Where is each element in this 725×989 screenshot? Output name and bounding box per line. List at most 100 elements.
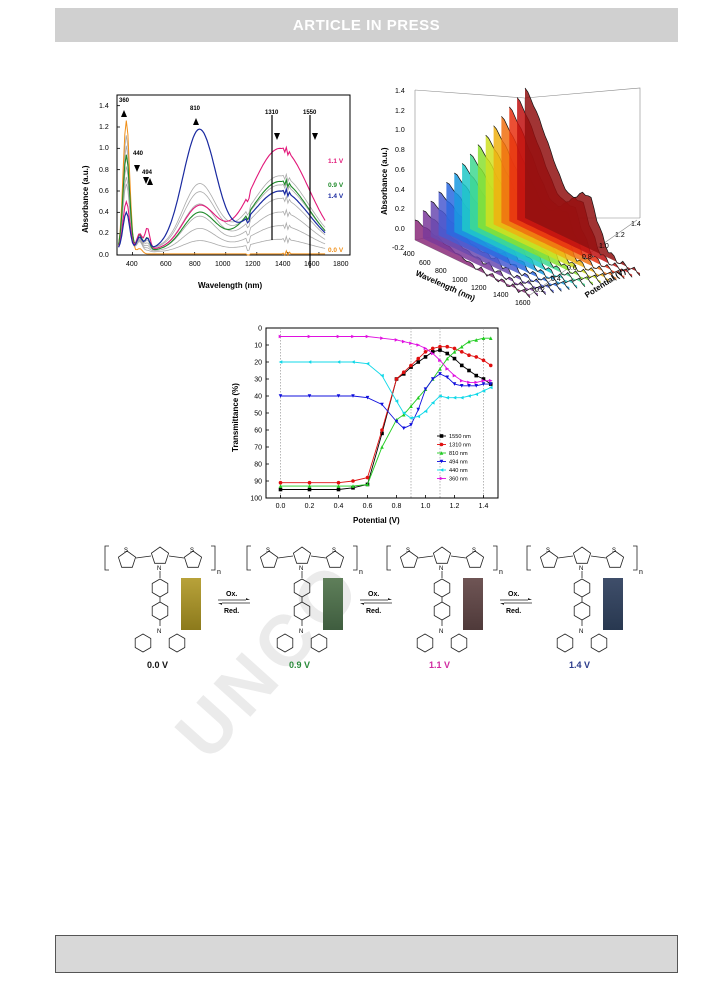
subscript-n: n: [639, 569, 643, 576]
z-tick-0-6: 0.6: [395, 167, 405, 174]
legend-label: 494 nm: [449, 460, 468, 466]
data-point: [409, 416, 413, 420]
data-point: [474, 373, 479, 378]
data-point: [351, 394, 355, 398]
atom-n: N: [299, 629, 303, 635]
y-tick-0-6: 0.6: [99, 188, 109, 195]
benzene-ring: [293, 578, 311, 598]
data-point: [278, 487, 283, 492]
data-point: [416, 343, 421, 347]
x-tick-1000: 1000: [215, 261, 231, 268]
series-360-nm: [278, 334, 493, 385]
benzene-ring: [590, 633, 608, 653]
y-tick-label: 30: [254, 377, 262, 384]
five-membered-ring: [150, 546, 170, 564]
peak-label-494: 494: [142, 170, 153, 176]
ox-red-arrow-1: Ox. Red.: [360, 591, 392, 615]
atom-n: N: [299, 566, 303, 572]
x-tick-label: 0.4: [334, 503, 344, 510]
five-membered-ring: [539, 550, 559, 568]
arrow-down-440: [134, 165, 140, 172]
redox-scheme: n S S N N 0.0 V n S S N N 0.9 V n S S N N 1.1 V n S S N N 1.4 V…: [95, 538, 655, 678]
data-point: [278, 480, 283, 485]
atom-n: N: [157, 566, 161, 572]
y-tick-label: 20: [254, 360, 262, 367]
peak-label-360: 360: [119, 98, 130, 104]
data-point: [351, 479, 355, 483]
pot-tick-1-2: 1.2: [615, 232, 625, 239]
left-bracket: [526, 545, 531, 571]
legend-item: 1310 nm: [437, 442, 471, 449]
data-point: [467, 384, 471, 388]
data-point: [380, 431, 384, 436]
x-tick-label: 1.2: [450, 503, 460, 510]
data-point: [481, 358, 486, 363]
data-point: [394, 377, 399, 381]
y-tick-1-0: 1.0: [99, 145, 109, 152]
x-axis-ticks: 0.0 0.2 0.4 0.6 0.8 1.0 1.2 1.4: [276, 495, 488, 510]
arrow-down-1310: [274, 133, 280, 140]
data-point: [423, 350, 428, 354]
figure-b-3d-spectroelectrochemistry: 1.4 1.2 1.0 0.8 0.6 0.4 0.2 0.0 -0.2 400…: [380, 87, 641, 307]
data-point: [445, 356, 450, 361]
peak-label-810: 810: [190, 106, 201, 112]
z-tick-0-4: 0.4: [395, 187, 405, 194]
data-point: [459, 395, 464, 400]
right-bracket: [493, 545, 498, 571]
z-tick-0-2: 0.2: [395, 206, 405, 213]
legend-label: 440 nm: [449, 468, 468, 474]
pot-tick-1-0: 1.0: [599, 243, 609, 250]
wavelength-tick-labels: 400 600 800 1000 1200 1400 1600: [403, 251, 531, 307]
waterfall-ribbon: [517, 97, 633, 278]
data-point: [481, 382, 486, 386]
five-membered-ring: [259, 550, 279, 568]
data-point: [307, 480, 312, 485]
data-point: [474, 384, 479, 388]
benzene-ring: [310, 633, 328, 653]
film-color-swatch: [603, 578, 623, 630]
legend: 1550 nm 1310 nm 810 nm 494 nm 440 nm 360 nm: [437, 434, 471, 483]
data-point: [430, 377, 435, 381]
wl-tick-600: 600: [419, 260, 431, 267]
series-lines: [278, 334, 493, 492]
data-point: [423, 409, 428, 414]
benzene-ring: [416, 633, 434, 653]
five-membered-ring: [572, 546, 592, 564]
bond: [168, 555, 185, 559]
arrow-label-ox: Ox.: [508, 591, 519, 598]
waterfall-ribbon: [415, 220, 530, 298]
data-point: [430, 401, 435, 405]
data-point: [401, 426, 406, 431]
data-point: [445, 375, 450, 380]
y-tick-label: 40: [254, 394, 262, 401]
data-point: [380, 428, 384, 432]
left-bracket: [246, 545, 251, 571]
x-tick-label: 0.6: [363, 503, 373, 510]
spectrum-1-4v: [118, 128, 326, 248]
film-color-swatch: [323, 578, 343, 630]
data-point: [409, 404, 413, 408]
z-tick-0-8: 0.8: [395, 147, 405, 154]
data-point: [459, 378, 464, 383]
data-point: [445, 367, 450, 371]
y-axis-ticks: 0 10 20 30 40 50 60 70 80 90 100: [250, 326, 269, 503]
data-point: [307, 334, 312, 339]
legend-label: 1550 nm: [449, 434, 471, 440]
y-tick-1-4: 1.4: [99, 103, 109, 110]
data-point: [365, 475, 370, 480]
figure-b-ylabel: Potential (V): [583, 267, 627, 300]
legend-item: 440 nm: [437, 468, 468, 474]
data-point: [488, 363, 493, 368]
five-membered-ring: [292, 546, 312, 564]
spectrum-1-1v: [118, 145, 326, 249]
forward-arrowhead: [246, 598, 250, 600]
data-point: [380, 336, 384, 340]
data-point: [452, 350, 457, 354]
atom-s: S: [472, 548, 476, 554]
y-tick-labels: 1.4 1.2 1.0 0.8 0.6 0.4 0.2 0.0: [99, 103, 109, 259]
z-tick-0-0: 0.0: [395, 226, 405, 233]
potential-tick-labels: 0.2 0.4 0.6 0.8 1.0 1.2 1.4: [535, 221, 641, 294]
subscript-n: n: [217, 569, 221, 576]
plot-frame: [116, 94, 351, 256]
data-point: [416, 407, 421, 412]
